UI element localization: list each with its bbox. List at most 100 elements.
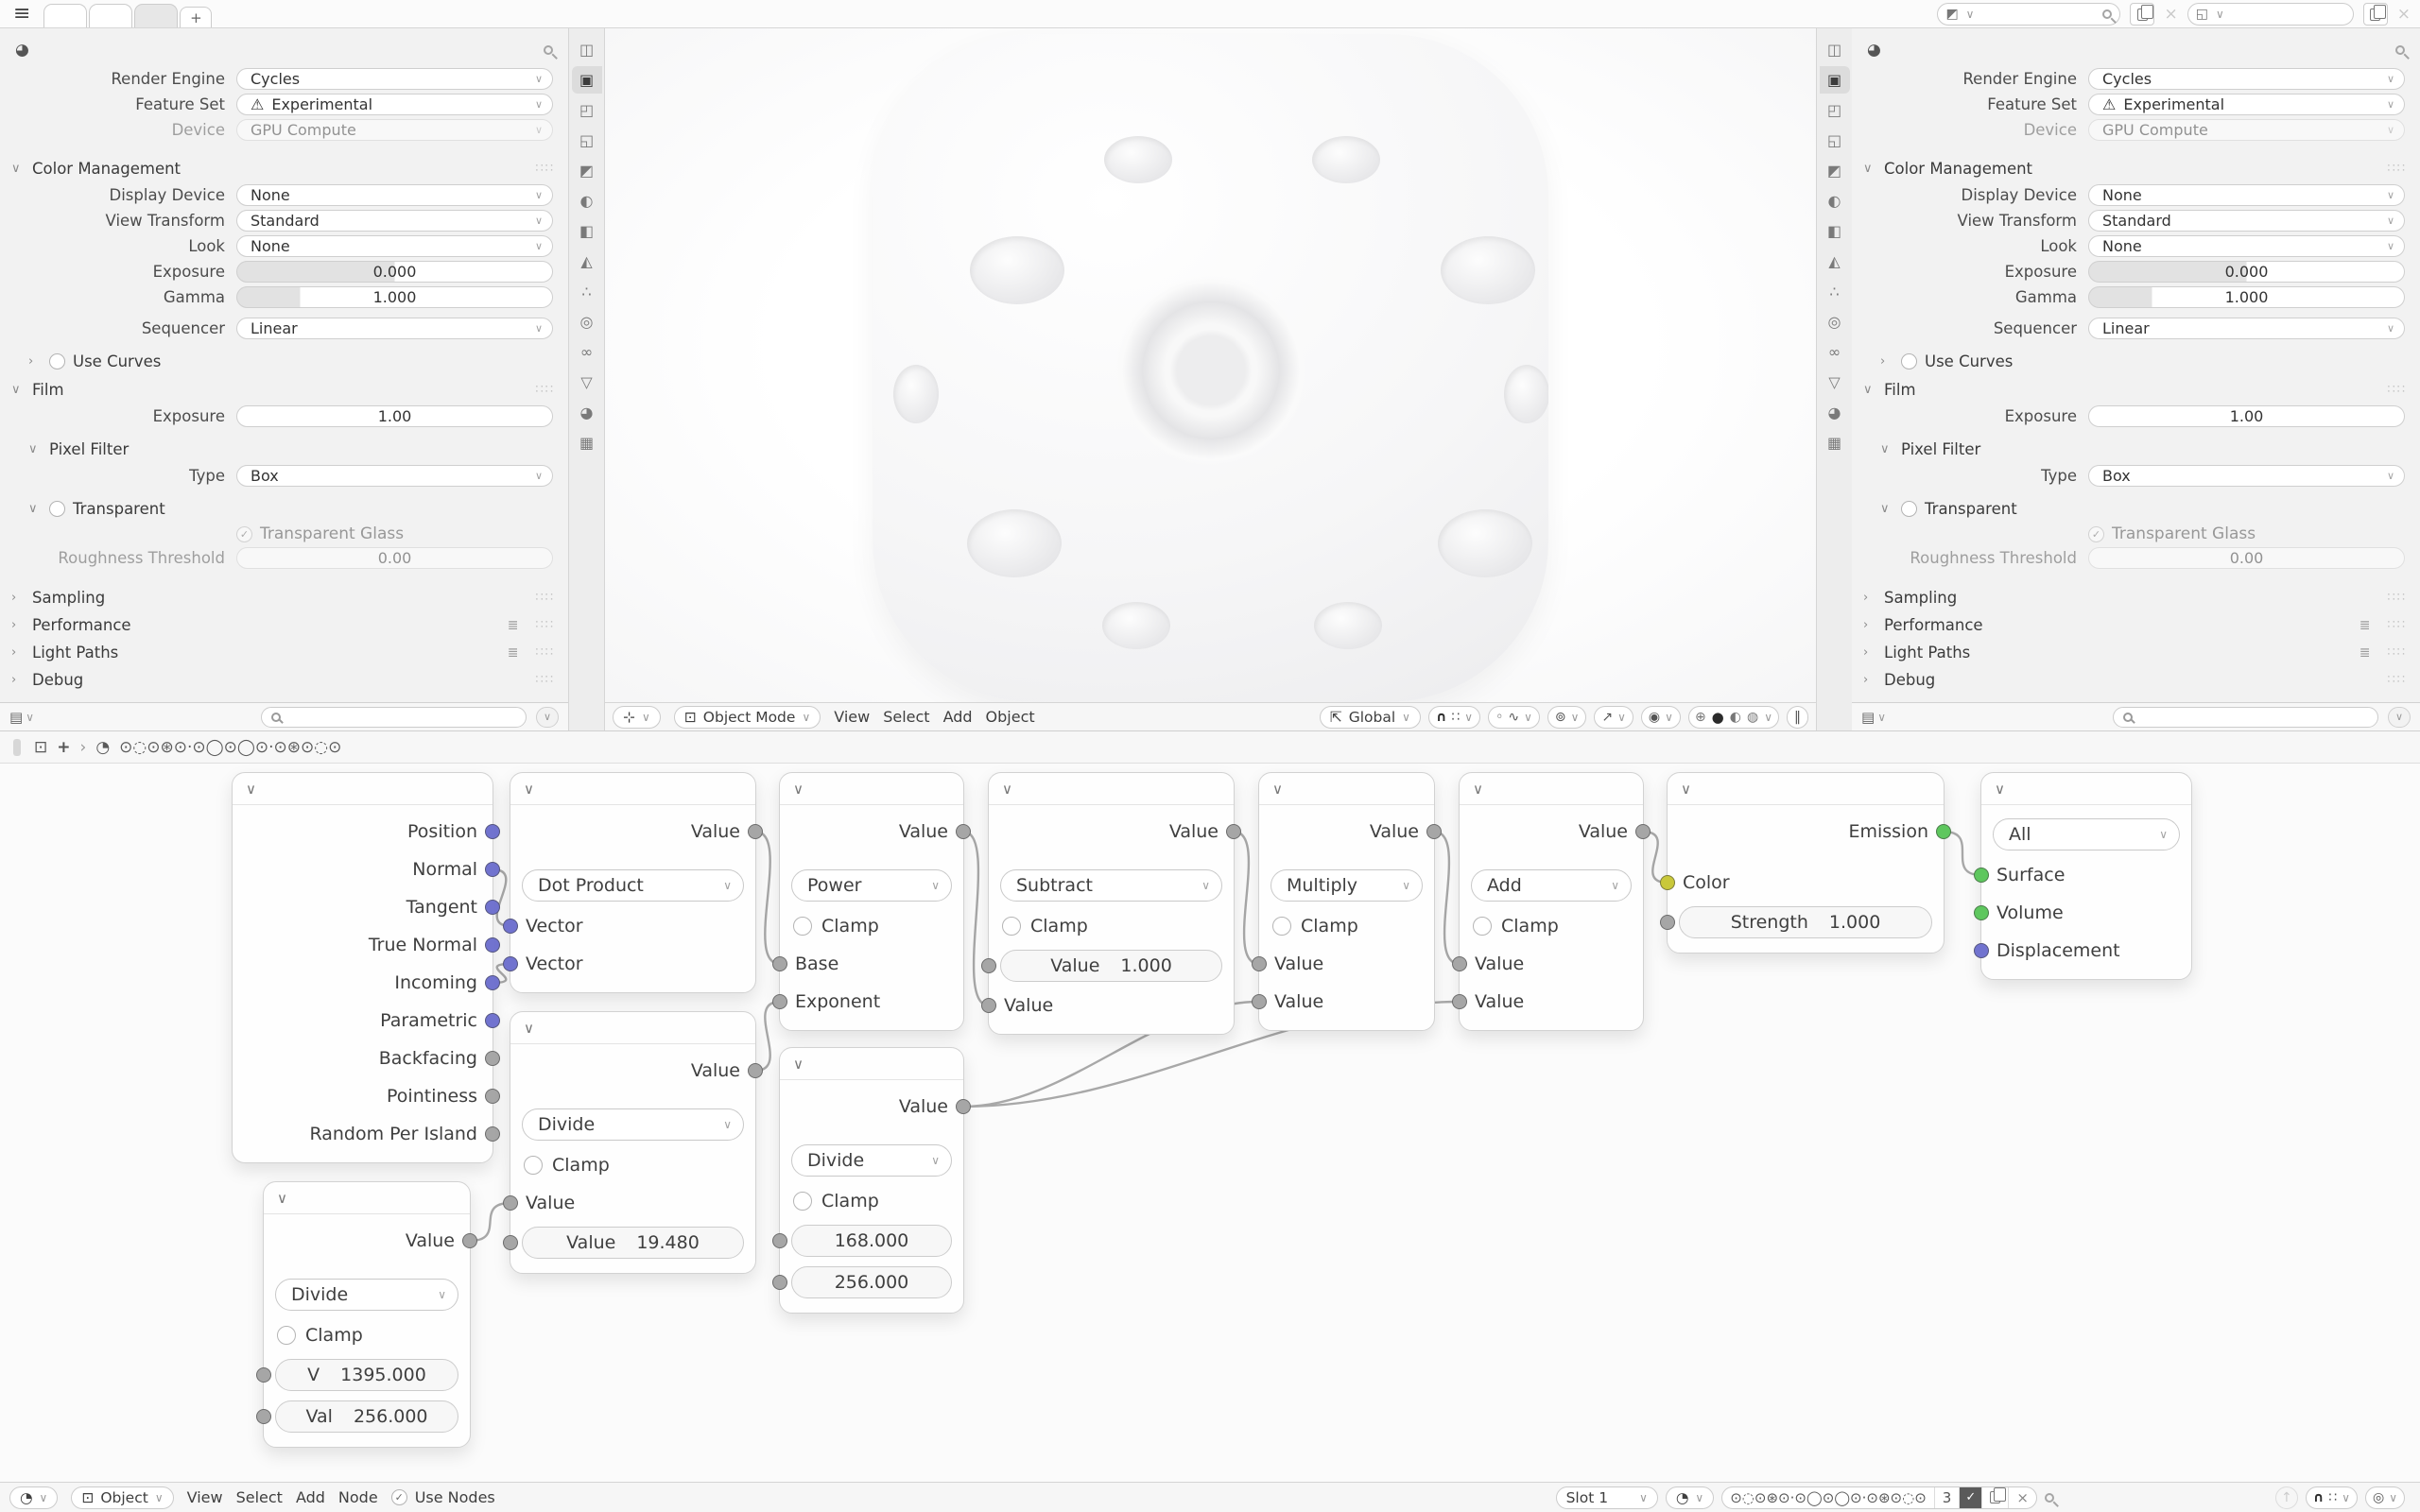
properties-tab-constraints-icon[interactable]: ∞ bbox=[579, 343, 594, 361]
divide1-value-field[interactable]: Value 19.480 bbox=[522, 1227, 744, 1259]
properties-tab-view-layer-icon[interactable]: ◱ bbox=[579, 131, 595, 149]
exposure-slider[interactable]: 0.000 bbox=[2088, 261, 2405, 283]
properties-tab-material-icon[interactable]: ◕ bbox=[579, 404, 594, 421]
divide2-val1-socket[interactable] bbox=[772, 1233, 787, 1248]
properties-tab-render-icon[interactable]: ▣ bbox=[571, 66, 602, 94]
math-power-node[interactable]: ∨ Value Power ∨ Clamp Base Exponent bbox=[772, 772, 971, 1031]
show-gizmo-button[interactable]: ⊚ ∨ bbox=[1547, 705, 1587, 729]
emission-color-socket[interactable] bbox=[1660, 875, 1675, 890]
pin-icon[interactable] bbox=[2042, 1490, 2056, 1504]
menu-view[interactable]: View bbox=[186, 1488, 223, 1506]
pixel-filter-type-dropdown[interactable]: Box ∨ bbox=[236, 465, 553, 487]
render-engine-dropdown[interactable]: Cycles ∨ bbox=[2088, 68, 2405, 90]
menu-view[interactable]: View bbox=[834, 708, 871, 726]
emission-strength-socket[interactable] bbox=[1660, 915, 1675, 930]
app-menu-icon[interactable]: ≡ bbox=[13, 2, 31, 26]
properties-tab-particles-icon[interactable]: ∴ bbox=[1829, 283, 1840, 301]
divide3-value-field[interactable]: V 1395.000 bbox=[275, 1359, 458, 1391]
gamma-slider[interactable]: 1.000 bbox=[236, 286, 553, 308]
divide2-value-field[interactable]: 256.000 bbox=[791, 1266, 952, 1298]
properties-options-button[interactable]: ∨ bbox=[2388, 706, 2411, 728]
use-curves-section[interactable]: › Use Curves bbox=[28, 352, 162, 370]
mode-dropdown[interactable]: ⊡ Object Mode ∨ bbox=[673, 705, 821, 729]
sequencer-dropdown[interactable]: Linear ∨ bbox=[236, 318, 553, 339]
roughness-threshold-field[interactable]: 0.00 bbox=[2088, 547, 2405, 569]
shader-node-editor[interactable]: ⊡ + › ◔ ⊙◌⊙⊛⊙·⊙◯⊙◯⊙·⊙⊛⊙◌⊙ ∨ Position Norma… bbox=[0, 730, 2420, 1512]
properties-tab-view-layer-icon[interactable]: ◱ bbox=[1826, 131, 1842, 149]
pin-id-icon[interactable] bbox=[541, 43, 556, 58]
divide3-val2-socket[interactable] bbox=[256, 1409, 271, 1424]
dot-vec1-socket[interactable] bbox=[503, 919, 518, 934]
duplicate-material-button[interactable] bbox=[1981, 1486, 2008, 1508]
view-transform-dropdown[interactable]: Standard ∨ bbox=[236, 210, 553, 232]
film-section[interactable]: ∨ Film ∷∷ bbox=[11, 380, 555, 399]
math-multiply-node[interactable]: ∨ Value Multiply ∨ Clamp Value Value bbox=[1252, 772, 1442, 1031]
node-editor-type-button[interactable]: ◔ ∨ bbox=[9, 1486, 59, 1509]
shading-dropdown[interactable]: ∨ bbox=[1764, 710, 1772, 724]
power-value-socket[interactable] bbox=[956, 824, 971, 839]
sequencer-dropdown[interactable]: Linear ∨ bbox=[2088, 318, 2405, 339]
device-dropdown[interactable]: GPU Compute ∨ bbox=[236, 119, 553, 141]
properties-tab-scene-icon[interactable]: ◩ bbox=[579, 162, 595, 180]
proportional-edit-controls[interactable]: ◦ ∿ ∨ bbox=[1488, 705, 1540, 729]
transparent-checkbox[interactable] bbox=[1901, 500, 1917, 517]
properties-tab-render-icon[interactable]: ▣ bbox=[1819, 66, 1850, 94]
divide3-operation-dropdown[interactable]: Divide ∨ bbox=[275, 1279, 458, 1311]
properties-tab-modifiers-icon[interactable]: ◭ bbox=[580, 252, 593, 270]
emission-collapse-chevron[interactable]: ∨ bbox=[1668, 773, 1944, 805]
pixel-filter-section[interactable]: ∨ Pixel Filter bbox=[1880, 439, 1981, 458]
editor-type-button[interactable]: ▤ ∨ bbox=[1861, 708, 1886, 726]
sampling-section[interactable]: › Sampling ∷∷ bbox=[1863, 589, 2407, 607]
multiply-val1-socket[interactable] bbox=[1252, 956, 1267, 971]
shading-rendered-button[interactable]: ◍ bbox=[1746, 709, 1759, 725]
math-divide-node-3[interactable]: ∨ Value Divide ∨ Clamp V 1395.000 Val 256.000 bbox=[256, 1181, 477, 1448]
subtract-operation-dropdown[interactable]: Subtract ∨ bbox=[1000, 869, 1222, 902]
sampling-section[interactable]: › Sampling ∷∷ bbox=[11, 589, 555, 607]
divide2-val2-socket[interactable] bbox=[772, 1275, 787, 1290]
math-divide-node-2[interactable]: ∨ Value Divide ∨ Clamp 168.000 256.000 bbox=[772, 1047, 971, 1314]
go-up-node-tree-button[interactable]: ↑ bbox=[2274, 1486, 2298, 1509]
properties-search-input[interactable] bbox=[260, 706, 527, 728]
light-paths-section[interactable]: › Light Paths ≣ ∷∷ bbox=[1863, 644, 2407, 662]
transparent-section[interactable]: ∨ Transparent bbox=[28, 499, 165, 518]
power-exponent-socket[interactable] bbox=[772, 994, 787, 1009]
divide1-val1-socket[interactable] bbox=[503, 1195, 518, 1211]
workspace-tab-1[interactable] bbox=[43, 4, 88, 27]
dot-vec2-socket[interactable] bbox=[503, 956, 518, 971]
properties-tab-particles-icon[interactable]: ∴ bbox=[581, 283, 592, 301]
subtract-value-field[interactable]: Value 1.000 bbox=[1000, 950, 1222, 982]
divide1-operation-dropdown[interactable]: Divide ∨ bbox=[522, 1108, 744, 1141]
properties-tab-texture-icon[interactable]: ▦ bbox=[1826, 434, 1842, 452]
pin-icon[interactable] bbox=[2100, 7, 2115, 22]
dot-operation-dropdown[interactable]: Dot Product ∨ bbox=[522, 869, 744, 902]
debug-section[interactable]: › Debug ∷∷ bbox=[11, 671, 555, 689]
math-subtract-node[interactable]: ∨ Value Subtract ∨ Clamp Value 1.000 Value bbox=[981, 772, 1241, 1035]
divide3-clamp-checkbox[interactable] bbox=[277, 1326, 296, 1345]
divide1-clamp-checkbox[interactable] bbox=[524, 1156, 543, 1175]
geometry-node[interactable]: ∨ Position Normal Tangent True Normal Incomin… bbox=[232, 772, 500, 1163]
divide2-collapse-chevron[interactable]: ∨ bbox=[780, 1048, 963, 1080]
render-engine-dropdown[interactable]: Cycles ∨ bbox=[236, 68, 553, 90]
display-device-dropdown[interactable]: None ∨ bbox=[236, 184, 553, 206]
properties-tab-constraints-icon[interactable]: ∞ bbox=[1827, 343, 1841, 361]
properties-tab-object-icon[interactable]: ◧ bbox=[1826, 222, 1842, 240]
subtract-collapse-chevron[interactable]: ∨ bbox=[989, 773, 1234, 805]
multiply-operation-dropdown[interactable]: Multiply ∨ bbox=[1270, 869, 1423, 902]
material-name-field[interactable]: ⊙◌⊙⊛⊙·⊙◯⊙◯⊙·⊙⊛⊙◌⊙ bbox=[1730, 1488, 1927, 1506]
divide1-val2-socket[interactable] bbox=[503, 1235, 518, 1250]
multiply-collapse-chevron[interactable]: ∨ bbox=[1259, 773, 1434, 805]
transform-orientation-dropdown[interactable]: ⇱ Global ∨ bbox=[1319, 705, 1421, 729]
presets-icon[interactable]: ≣ bbox=[507, 644, 519, 661]
transparent-glass-checkbox[interactable]: ✓ bbox=[2088, 525, 2104, 542]
add-value-socket[interactable] bbox=[1635, 824, 1651, 839]
workspace-tab-2[interactable] bbox=[89, 4, 133, 27]
add-val2-socket[interactable] bbox=[1452, 994, 1467, 1009]
divide3-value-socket[interactable] bbox=[462, 1233, 477, 1248]
properties-tab-world-icon[interactable]: ◐ bbox=[579, 192, 594, 210]
light-paths-section[interactable]: › Light Paths ≣ ∷∷ bbox=[11, 644, 555, 662]
properties-tab-tool-icon[interactable]: ◫ bbox=[1826, 41, 1842, 59]
shading-solid-button[interactable]: ● bbox=[1711, 708, 1724, 726]
device-dropdown[interactable]: GPU Compute ∨ bbox=[2088, 119, 2405, 141]
pixel-filter-type-dropdown[interactable]: Box ∨ bbox=[2088, 465, 2405, 487]
editor-type-button[interactable]: ⊹ ∨ bbox=[613, 705, 661, 729]
